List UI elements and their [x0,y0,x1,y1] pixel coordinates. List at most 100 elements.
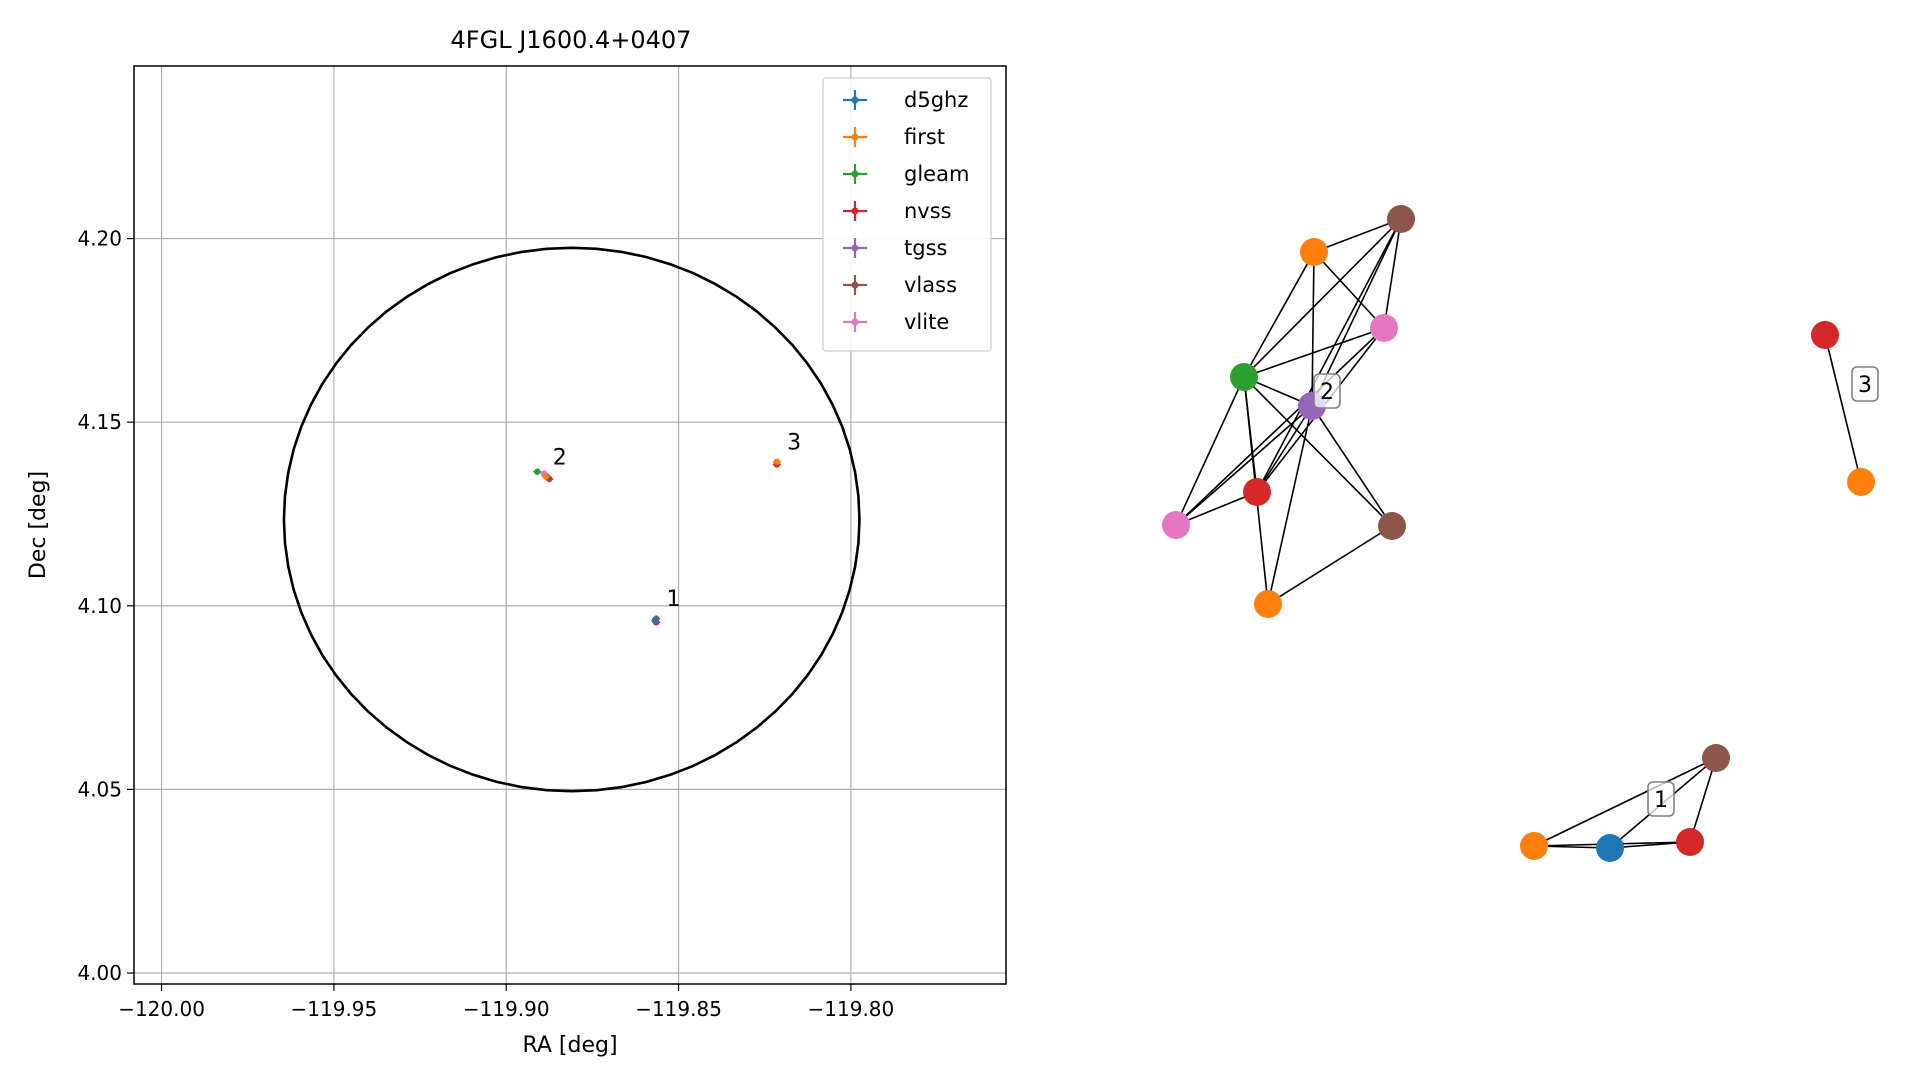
cluster-label-text: 2 [1320,380,1334,405]
graph-edge [1256,218,1402,493]
graph-edge [1383,218,1402,329]
graph-node-nvss [1676,828,1704,856]
legend-swatch-marker [851,170,859,178]
point-first [541,473,550,480]
position-ellipse [282,246,861,793]
graph-node-first [1300,238,1328,266]
legend-label: tgss [904,236,947,260]
cluster-label-text: 3 [1858,373,1872,398]
legend-label: nvss [904,199,952,223]
graph-node-vlass [1702,744,1730,772]
graph-edge [1175,376,1245,526]
point-marker [773,458,780,466]
legend-box [822,77,992,352]
legend-label: gleam [904,162,969,186]
graph-node-nvss [1811,321,1839,349]
cluster-label-1: 1 [1647,781,1675,817]
graph-node-first [1847,468,1875,496]
cluster-label-box [1647,781,1675,817]
x-tick-label: −119.95 [291,997,378,1021]
point-d5ghz [651,617,660,624]
legend: d5ghz first gleam nvss tgss vlass vlite [822,77,992,352]
cluster-label-2: 2 [1313,373,1341,409]
graph-node-gleam [1230,363,1258,391]
source-annotation: 1 [667,587,681,612]
graph-edge [1175,405,1313,526]
y-tick-label: 4.15 [77,410,122,434]
legend-label: first [904,125,945,149]
x-axis-ticks: −120.00 −119.95 −119.90 −119.85 −119.80 [118,984,894,1021]
y-tick-label: 4.05 [77,777,122,801]
y-axis-label: Dec [deg] [26,471,51,579]
x-tick-label: −119.80 [808,997,895,1021]
graph-edge [1175,491,1258,526]
x-tick-label: −119.85 [635,997,722,1021]
graph-node-first [1254,590,1282,618]
graph-node-first [1520,832,1548,860]
legend-label: d5ghz [904,88,968,112]
legend-label: vlass [904,273,957,297]
cluster-label-box [1851,366,1879,402]
cluster-label-3: 3 [1851,366,1879,402]
cluster-label-box [1313,373,1341,409]
graph-node-vlass [1378,512,1406,540]
point-gleam [533,468,542,475]
y-axis-ticks: 4.00 4.05 4.10 4.15 4.20 [77,227,134,985]
legend-entry-vlite: vlite [843,310,949,334]
graph-node-nvss [1243,478,1271,506]
position-ellipse-layer [282,246,861,793]
legend-swatch-marker [851,281,859,289]
point-marker [534,468,541,475]
legend-entry-tgss: tgss [843,236,947,260]
crossmatch-graph: 2 3 1 [1162,205,1879,862]
plot-frame [133,65,1007,985]
graph-edge [1243,327,1385,378]
annotations: 1 2 3 [553,431,801,612]
graph-edge [1313,251,1385,329]
cluster-label-text: 1 [1654,788,1668,813]
source-annotation: 2 [553,445,567,470]
graph-edge [1256,405,1313,493]
legend-entry-gleam: gleam [843,162,969,186]
legend-swatch-marker [851,318,859,326]
graph-edge [1533,757,1717,847]
y-tick-label: 4.00 [77,961,122,985]
cluster-labels: 2 3 1 [1313,366,1879,817]
legend-swatch-marker [851,133,859,141]
source-annotation: 3 [787,431,801,456]
point-first [772,458,781,466]
legend-swatch-marker [851,244,859,252]
x-tick-label: −120.00 [118,997,205,1021]
graph-edge [1175,327,1385,526]
graph-node-d5ghz [1596,834,1624,862]
legend-entry-first: first [843,125,945,149]
legend-entry-vlass: vlass [843,273,957,297]
legend-entry-nvss: nvss [843,199,952,223]
graph-node-vlite [1370,314,1398,342]
legend-swatch-marker [851,96,859,104]
graph-edge [1267,525,1393,605]
graph-node-vlass [1387,205,1415,233]
graph-edge [1824,334,1862,483]
legend-swatch-marker [851,207,859,215]
chart-title: 4FGL J1600.4+0407 [451,26,692,54]
graph-edge [1313,218,1402,253]
legend-entry-d5ghz: d5ghz [843,88,968,112]
graph-edge [1243,218,1402,378]
x-axis-label: RA [deg] [522,1033,617,1058]
scatter-panel: 4FGL J1600.4+0407 1 2 3 −120.00 −119.95 −119… [26,26,1007,1058]
graph-edge [1243,251,1315,378]
point-marker [651,617,659,624]
graph-edge [1311,405,1393,527]
x-tick-label: −119.90 [463,997,550,1021]
graph-edge [1267,405,1313,605]
graph-edge [1311,251,1315,407]
legend-label: vlite [904,310,949,334]
graph-node-vlite [1162,511,1190,539]
graph-edge [1243,376,1393,527]
data-points [533,458,781,626]
y-tick-label: 4.10 [77,594,122,618]
point-marker [542,473,550,480]
y-tick-label: 4.20 [77,227,122,251]
